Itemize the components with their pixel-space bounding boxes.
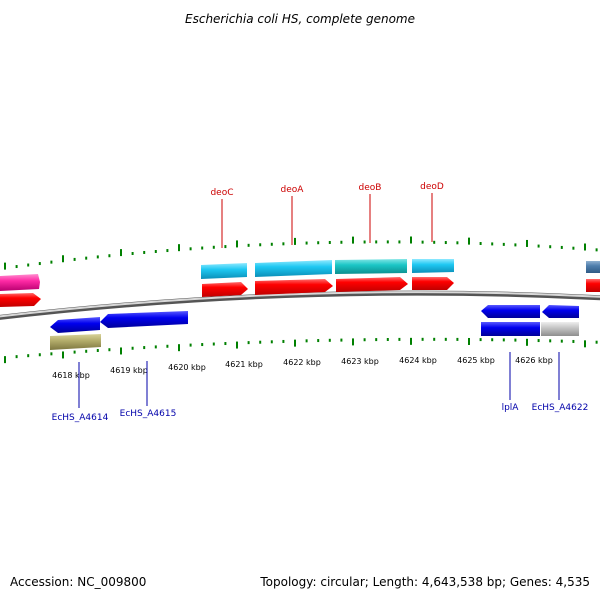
tick-marks-bottom bbox=[4, 337, 598, 364]
gene-arrow bbox=[412, 277, 454, 290]
tick-marks-top bbox=[4, 236, 598, 270]
genome-summary-text: Topology: circular; Length: 4,643,538 bp… bbox=[259, 575, 590, 589]
gene-arrow bbox=[412, 259, 454, 273]
gene-arrow bbox=[50, 334, 101, 350]
gene-label-deoA: deoA bbox=[281, 185, 305, 195]
scale-label: 4619 kbp bbox=[110, 366, 148, 375]
gene-arrow bbox=[0, 274, 40, 291]
scale-label: 4622 kbp bbox=[283, 358, 321, 367]
map-title: Escherichia coli HS, complete genome bbox=[185, 12, 415, 26]
scale-label: 4625 kbp bbox=[457, 356, 495, 365]
gene-arrow bbox=[481, 305, 540, 318]
gene-arrow bbox=[50, 317, 100, 333]
gene-label-lplA: lplA bbox=[502, 403, 520, 413]
gene-label-deoB: deoB bbox=[359, 183, 382, 193]
gene-arrow bbox=[255, 279, 333, 295]
gene-arrow bbox=[100, 311, 188, 328]
gene-arrow bbox=[586, 261, 600, 273]
scale-label: 4624 kbp bbox=[399, 356, 437, 365]
gene-arrow bbox=[201, 263, 247, 279]
scale-labels: 4618 kbp 4619 kbp 4620 kbp 4621 kbp 4622 kbp… bbox=[52, 356, 553, 380]
gene-arrow bbox=[0, 293, 41, 307]
gene-labels: deoC deoA deoB deoD EcHS_A4614 EcHS_A461… bbox=[52, 182, 589, 423]
gene-label-EcHS_A4615: EcHS_A4615 bbox=[120, 409, 177, 419]
gene-arrow bbox=[481, 322, 540, 336]
gene-arrow bbox=[255, 260, 332, 277]
scale-label: 4618 kbp bbox=[52, 371, 90, 380]
gene-arrow bbox=[542, 305, 579, 318]
gene-label-deoD: deoD bbox=[420, 182, 444, 192]
scale-label: 4623 kbp bbox=[341, 357, 379, 366]
gene-arrow bbox=[335, 259, 407, 274]
accession-text: Accession: NC_009800 bbox=[10, 575, 146, 589]
gene-label-EcHS_A4622: EcHS_A4622 bbox=[532, 403, 589, 413]
scale-label: 4620 kbp bbox=[168, 363, 206, 372]
reverse-feature-track bbox=[50, 305, 579, 350]
gene-arrow bbox=[541, 322, 579, 336]
gene-arrow bbox=[586, 279, 600, 292]
forward-feature-track bbox=[0, 259, 600, 307]
gene-arrow bbox=[336, 277, 408, 292]
gene-label-EcHS_A4614: EcHS_A4614 bbox=[52, 413, 109, 423]
genome-backbone bbox=[0, 290, 600, 320]
gene-arrow bbox=[202, 282, 248, 297]
gene-label-deoC: deoC bbox=[210, 188, 233, 198]
scale-label: 4621 kbp bbox=[225, 360, 263, 369]
scale-label: 4626 kbp bbox=[515, 356, 553, 365]
